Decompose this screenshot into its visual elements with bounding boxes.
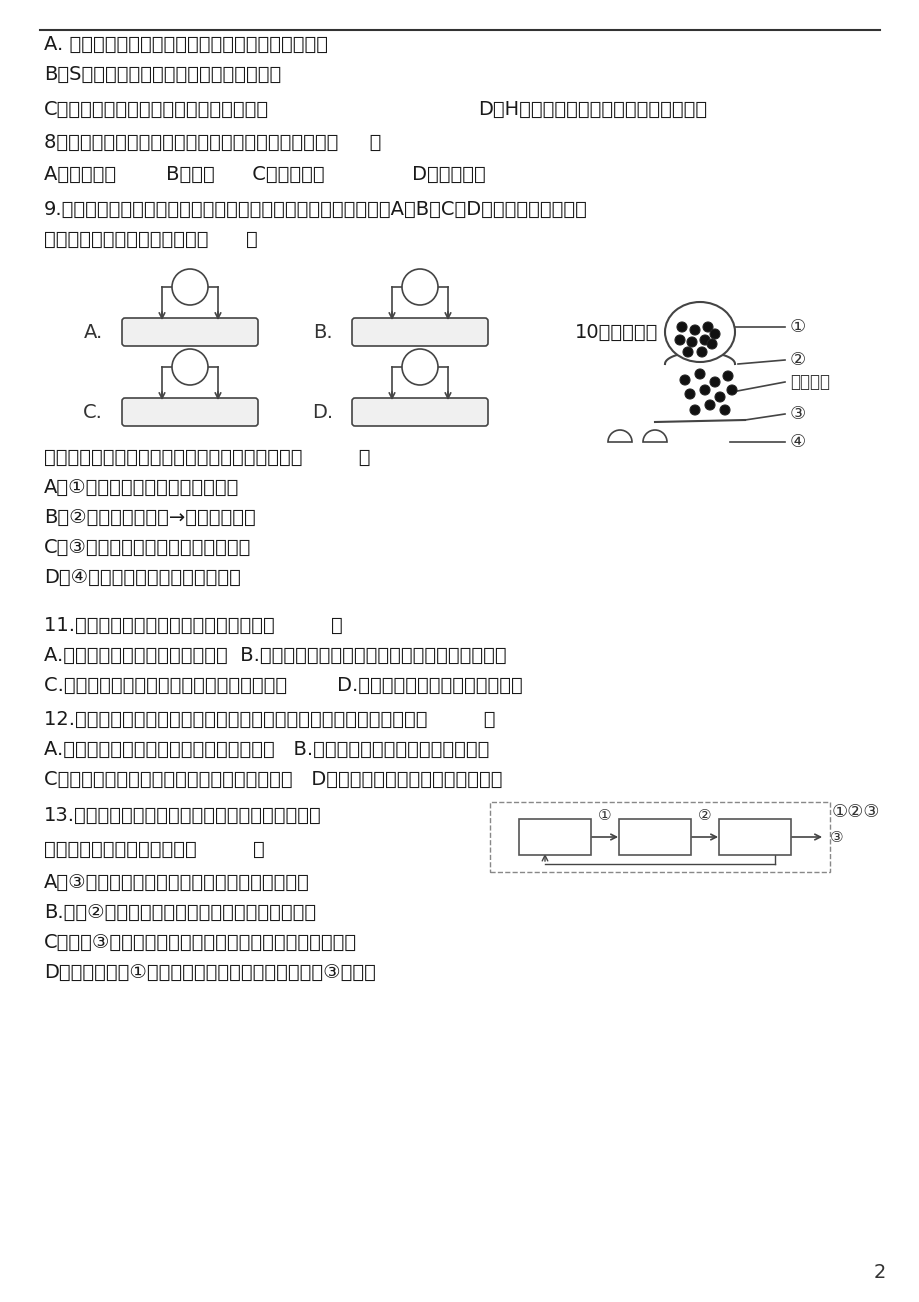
Text: D.: D.: [312, 402, 333, 422]
Text: A．突触小体        B．突触      C．突触前膜              D．突触后膜: A．突触小体 B．突触 C．突触前膜 D．突触后膜: [44, 165, 485, 184]
Text: ②: ②: [789, 352, 805, 368]
Text: 9.神经细胞在静息时具有静息电位，受这种电位可通过仪器测量。A、B、C、D均为测量神经纤维静: 9.神经细胞在静息时具有静息电位，受这种电位可通过仪器测量。A、B、C、D均为测…: [44, 201, 587, 219]
Ellipse shape: [664, 302, 734, 362]
Text: 2: 2: [873, 1263, 885, 1281]
Circle shape: [172, 349, 208, 385]
Circle shape: [686, 337, 697, 348]
Text: 通过突触传递信息的示意图，有关叙述正确的是（         ）: 通过突触传递信息的示意图，有关叙述正确的是（ ）: [44, 448, 370, 467]
Text: ④: ④: [789, 434, 805, 450]
Circle shape: [402, 349, 437, 385]
Text: C.: C.: [83, 402, 103, 422]
Text: 8．神经冲动在神经元与神经元之间是通过什么传递的（     ）: 8．神经冲动在神经元与神经元之间是通过什么传递的（ ）: [44, 133, 381, 152]
Text: A. 小脑内存在许多维持生命必要的中枢，如呼吸中枢: A. 小脑内存在许多维持生命必要的中枢，如呼吸中枢: [44, 35, 328, 53]
Text: B.激素②不是调节甲状腺细胞分泌功能的主要激素: B.激素②不是调节甲状腺细胞分泌功能的主要激素: [44, 904, 316, 922]
Text: A．③几乎作用于全身的靶细胞，促进其细胞代谢: A．③几乎作用于全身的靶细胞，促进其细胞代谢: [44, 874, 310, 892]
Circle shape: [709, 378, 720, 387]
Text: ①: ①: [789, 318, 805, 336]
Text: 10．下图表示: 10．下图表示: [574, 323, 658, 342]
Wedge shape: [607, 430, 631, 441]
Wedge shape: [642, 430, 666, 441]
Text: 神经递质: 神经递质: [789, 372, 829, 391]
Text: A.最早被发现的激素是促胰液素。  B.激素在动物体内含量虽然很少但作用效果却显著: A.最早被发现的激素是促胰液素。 B.激素在动物体内含量虽然很少但作用效果却显著: [44, 646, 506, 665]
Text: B.: B.: [313, 323, 333, 341]
Text: C．③对神经递质的识别不具有专一性: C．③对神经递质的识别不具有专一性: [44, 538, 251, 557]
Circle shape: [720, 405, 729, 415]
Text: ①②③: ①②③: [831, 803, 879, 822]
Text: 为激素。下列叙述正确的是（         ）: 为激素。下列叙述正确的是（ ）: [44, 840, 265, 859]
Text: 垂体: 垂体: [645, 829, 664, 845]
Text: A.雄性个体的促性腺激素释放激素含量上升   B.雄性个体的促性腺激素的含量上升: A.雄性个体的促性腺激素释放激素含量上升 B.雄性个体的促性腺激素的含量上升: [44, 740, 489, 759]
Circle shape: [675, 335, 685, 345]
Circle shape: [704, 400, 714, 410]
Text: B．②处发生化学信号→电信号的转变: B．②处发生化学信号→电信号的转变: [44, 508, 255, 527]
Circle shape: [706, 339, 716, 349]
Circle shape: [172, 270, 208, 305]
Circle shape: [699, 385, 709, 395]
Circle shape: [689, 326, 699, 335]
Text: 下丘脑: 下丘脑: [540, 829, 568, 845]
Circle shape: [694, 368, 704, 379]
FancyBboxPatch shape: [618, 819, 690, 855]
FancyBboxPatch shape: [122, 318, 257, 346]
Text: C.激素是通过体液运输作用于靶器官或靶细胞        D.激素起催化作用后就被灭活了。: C.激素是通过体液运输作用于靶器官或靶细胞 D.激素起催化作用后就被灭活了。: [44, 676, 522, 695]
Circle shape: [722, 371, 732, 381]
Text: A.: A.: [84, 323, 103, 341]
Text: D．④一定是某一个神经元的树突膜: D．④一定是某一个神经元的树突膜: [44, 568, 241, 587]
Circle shape: [682, 348, 692, 357]
Text: ②: ②: [698, 809, 711, 823]
FancyBboxPatch shape: [490, 802, 829, 872]
Text: C．血中③的浓度过低时，对下丘脑和垂体的促进作用减弱: C．血中③的浓度过低时，对下丘脑和垂体的促进作用减弱: [44, 934, 357, 952]
Text: C．对雄性个体精细胞形成过程的促进作用增强   D．雄性个体分泌雄性激素的量上升: C．对雄性个体精细胞形成过程的促进作用增强 D．雄性个体分泌雄性激素的量上升: [44, 769, 502, 789]
Text: 12.如果饮用水被一种雄性激素类似物污染，可能会导致下列哪种结果（         ）: 12.如果饮用水被一种雄性激素类似物污染，可能会导致下列哪种结果（ ）: [44, 710, 495, 729]
Circle shape: [726, 385, 736, 395]
Circle shape: [676, 322, 686, 332]
Circle shape: [685, 389, 694, 398]
Text: D．含量很多的①经过分级调节作用，才可明显增加③的分泌: D．含量很多的①经过分级调节作用，才可明显增加③的分泌: [44, 963, 376, 982]
Circle shape: [702, 322, 712, 332]
FancyBboxPatch shape: [719, 819, 790, 855]
Circle shape: [697, 348, 706, 357]
Text: 13.下图为人体甲状腺激素分泌的调节示意图，图中: 13.下图为人体甲状腺激素分泌的调节示意图，图中: [44, 806, 322, 825]
Text: 息电位示意图，其中正确的是（      ）: 息电位示意图，其中正确的是（ ）: [44, 230, 257, 249]
FancyBboxPatch shape: [122, 398, 257, 426]
FancyBboxPatch shape: [518, 819, 590, 855]
Text: D．H区受损时，患者能听能说不能书写。: D．H区受损时，患者能听能说不能书写。: [478, 100, 707, 118]
Circle shape: [714, 392, 724, 402]
FancyBboxPatch shape: [352, 318, 487, 346]
Text: B．S区受损时，患者会能听能写不能讲话。: B．S区受损时，患者会能听能写不能讲话。: [44, 65, 281, 85]
Text: C．大脑皮层是调节机体活动的最高级中枢: C．大脑皮层是调节机体活动的最高级中枢: [44, 100, 269, 118]
Circle shape: [679, 375, 689, 385]
FancyBboxPatch shape: [352, 398, 487, 426]
Circle shape: [402, 270, 437, 305]
Text: ③: ③: [829, 829, 843, 845]
Text: ③: ③: [789, 405, 805, 423]
Circle shape: [709, 329, 720, 339]
Text: ①: ①: [597, 809, 611, 823]
Text: 11.下列关于动物激素的叙述，错误的是（         ）: 11.下列关于动物激素的叙述，错误的是（ ）: [44, 616, 343, 635]
Text: 甲状腺: 甲状腺: [741, 829, 768, 845]
Circle shape: [689, 405, 699, 415]
Circle shape: [699, 335, 709, 345]
Text: A．①内的神经递质以胞吐方式释放: A．①内的神经递质以胞吐方式释放: [44, 478, 239, 497]
